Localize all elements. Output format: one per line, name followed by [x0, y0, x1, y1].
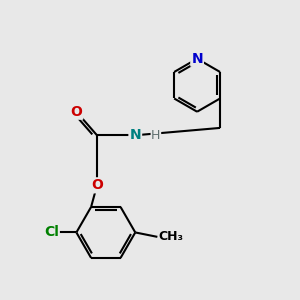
Text: H: H [151, 129, 160, 142]
Text: O: O [91, 178, 103, 192]
Text: CH₃: CH₃ [159, 230, 184, 243]
Text: N: N [191, 52, 203, 66]
Text: O: O [70, 105, 82, 119]
Text: Cl: Cl [44, 225, 59, 239]
Text: N: N [130, 128, 141, 142]
